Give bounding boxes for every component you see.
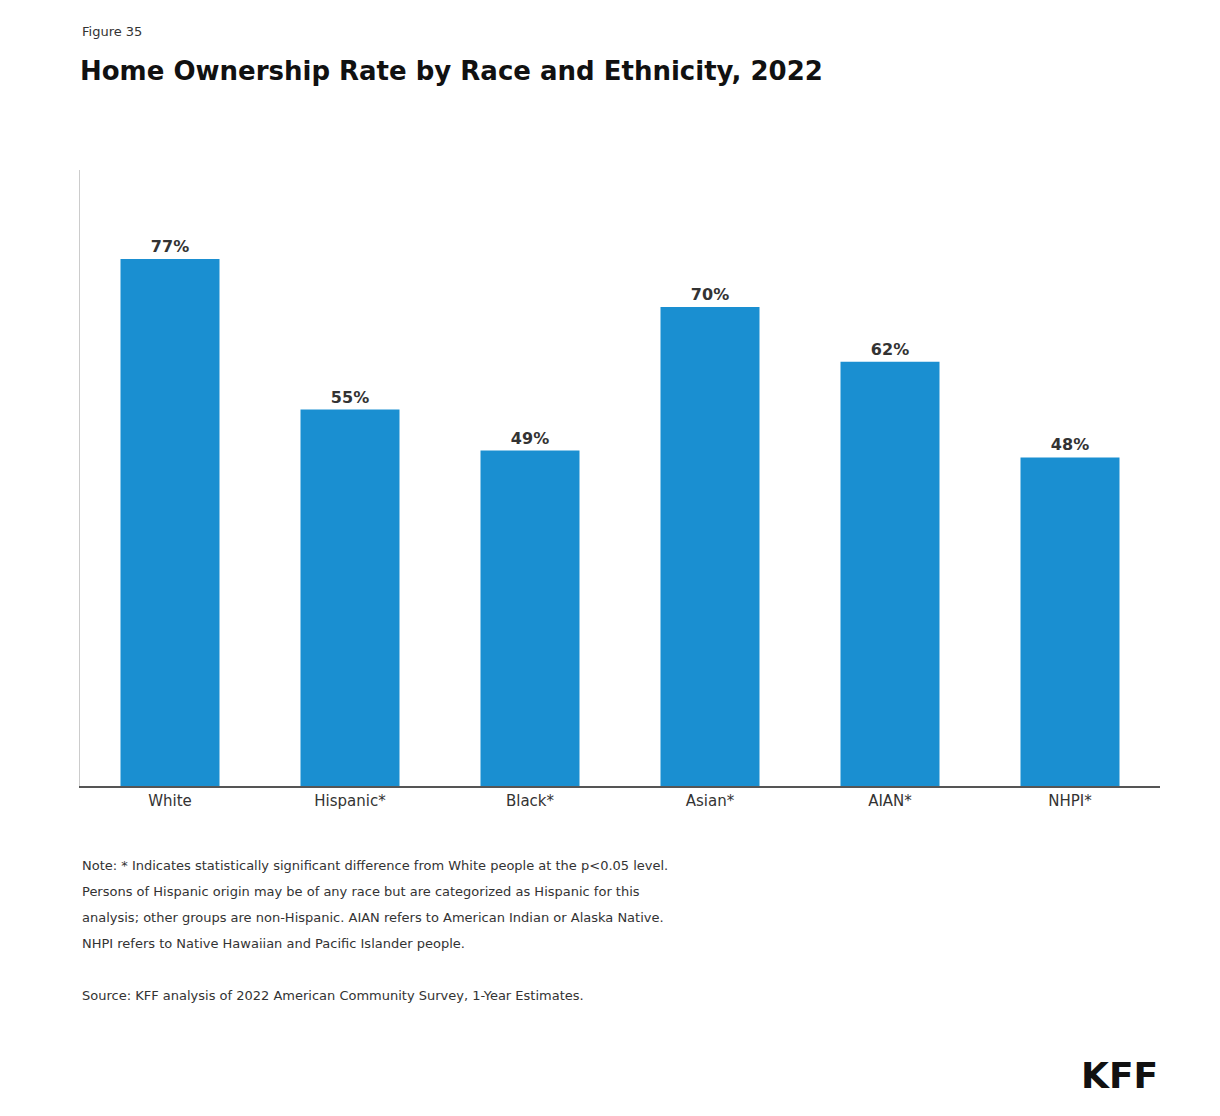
svg-text:62%: 62% bbox=[871, 340, 909, 359]
svg-text:55%: 55% bbox=[331, 388, 369, 407]
svg-text:Source: KFF analysis of 2022 A: Source: KFF analysis of 2022 American Co… bbox=[82, 988, 584, 1003]
svg-text:Persons of Hispanic origin may: Persons of Hispanic origin may be of any… bbox=[82, 884, 640, 899]
svg-text:48%: 48% bbox=[1051, 435, 1089, 454]
svg-text:77%: 77% bbox=[151, 237, 189, 256]
svg-text:NHPI*: NHPI* bbox=[1048, 792, 1092, 810]
svg-text:AIAN*: AIAN* bbox=[868, 792, 912, 810]
svg-text:NHPI refers to Native Hawaiian: NHPI refers to Native Hawaiian and Pacif… bbox=[82, 936, 465, 951]
svg-text:KFF: KFF bbox=[1081, 1055, 1158, 1096]
svg-text:White: White bbox=[148, 792, 192, 810]
svg-text:analysis; other groups are non: analysis; other groups are non-Hispanic.… bbox=[82, 910, 664, 925]
svg-text:49%: 49% bbox=[511, 429, 549, 448]
svg-text:Black*: Black* bbox=[506, 792, 555, 810]
svg-text:Hispanic*: Hispanic* bbox=[314, 792, 386, 810]
svg-text:Note: * Indicates statisticall: Note: * Indicates statistically signific… bbox=[82, 858, 668, 873]
svg-text:Figure 35: Figure 35 bbox=[82, 24, 142, 39]
svg-text:Home Ownership Rate by Race an: Home Ownership Rate by Race and Ethnicit… bbox=[80, 56, 823, 86]
svg-text:70%: 70% bbox=[691, 285, 729, 304]
svg-text:Asian*: Asian* bbox=[686, 792, 735, 810]
